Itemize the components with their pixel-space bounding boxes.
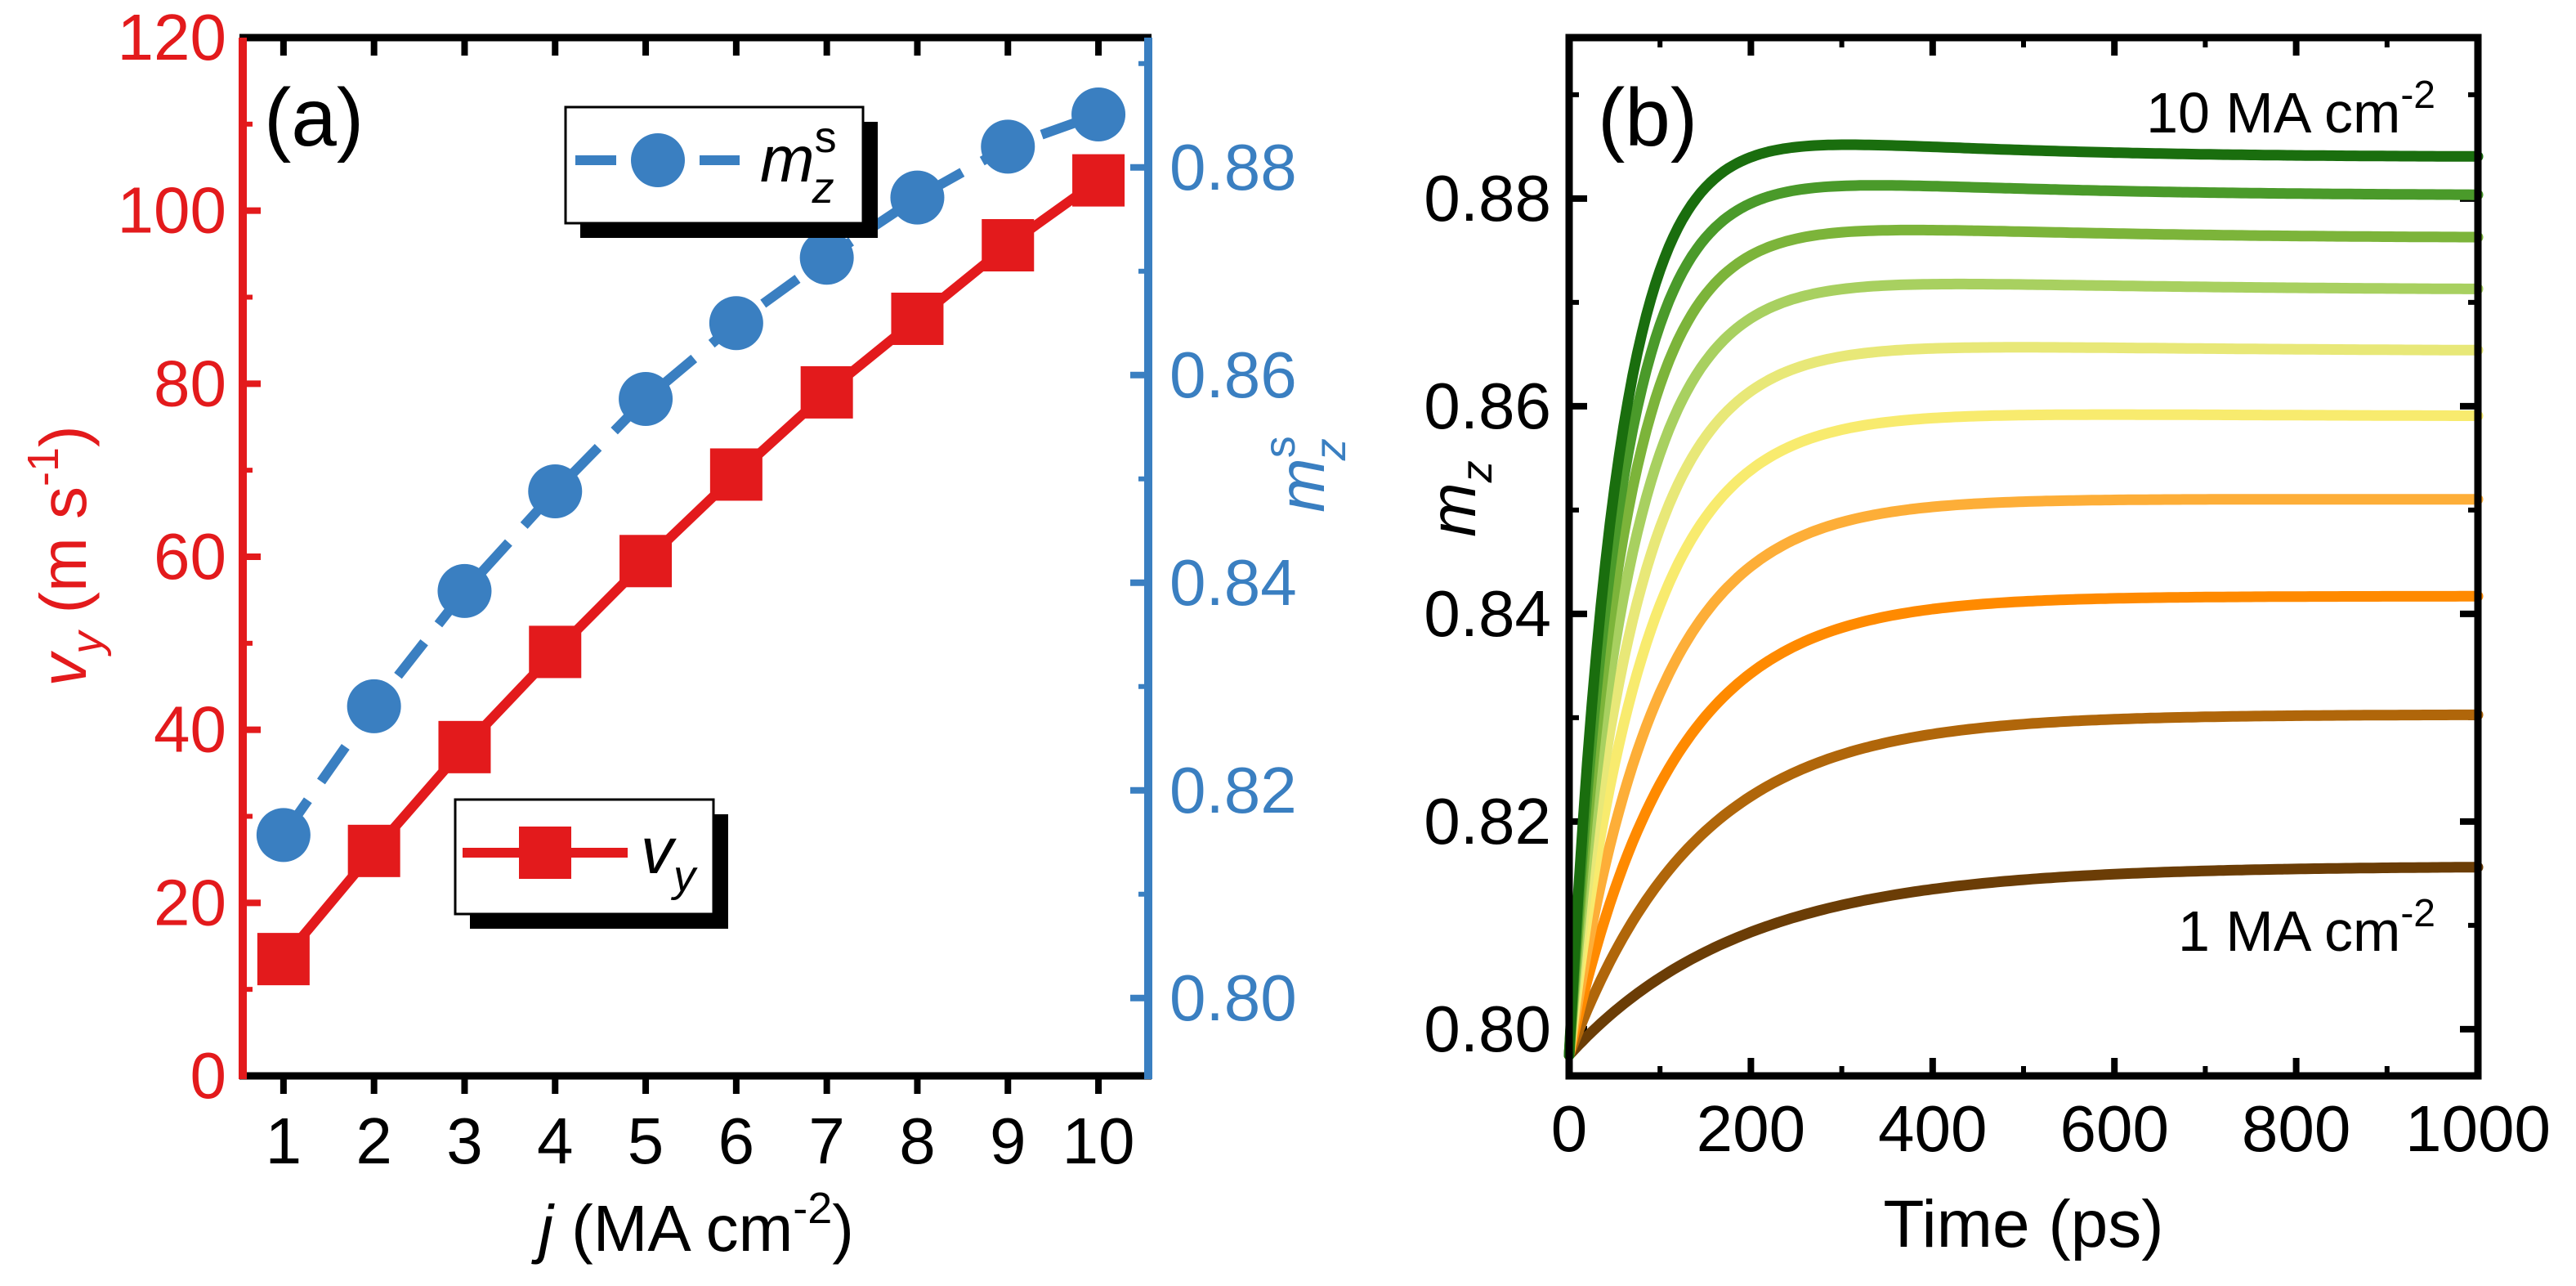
b-x-tick-label: 800 <box>2242 1092 2350 1165</box>
b-x-tick-label: 0 <box>1551 1092 1588 1165</box>
a-vy-series <box>257 154 1125 986</box>
a-vy-point <box>257 933 310 986</box>
b-y-tick-label: 0.84 <box>1424 577 1551 650</box>
b-x-axis-ticks: 0 200 400 600 800 1000 <box>1551 38 2551 1165</box>
b-y-axis-ticks: 0.80 0.82 0.84 0.86 0.88 <box>1424 92 2478 1065</box>
b-y-tick-label: 0.88 <box>1424 162 1551 235</box>
a-vy-point <box>347 824 400 877</box>
a-legend-mz-label: ms z <box>760 113 837 213</box>
b-annotation-bottom: 1 MA cm-2 <box>2178 892 2435 963</box>
a-left-axis-title: vy (m s-1) <box>19 425 112 686</box>
b-y-tick-label: 0.80 <box>1424 993 1551 1065</box>
a-x-tick-label: 5 <box>628 1105 664 1177</box>
a-vy-point <box>1072 154 1125 207</box>
b-curve-series <box>1563 494 2484 1061</box>
a-vy-point <box>891 292 944 345</box>
a-mz-point <box>981 119 1035 174</box>
a-left-tick-label: 0 <box>190 1039 227 1112</box>
b-x-tick-label: 1000 <box>2405 1092 2551 1165</box>
a-vy-point <box>438 720 491 773</box>
a-x-tick-label: 10 <box>1062 1105 1135 1177</box>
a-vy-point <box>529 625 582 679</box>
a-mz-point <box>799 231 854 285</box>
b-x-tick-label: 600 <box>2059 1092 2168 1165</box>
a-x-tick-label: 7 <box>808 1105 845 1177</box>
a-mz-point <box>528 464 583 518</box>
a-right-tick-label: 0.86 <box>1169 338 1297 411</box>
b-curves <box>1563 139 2484 1061</box>
a-mz-point <box>437 563 492 618</box>
a-x-axis-title: j (MA cm-2) <box>531 1184 854 1265</box>
a-left-axis-ticks: 0 20 40 60 80 100 120 <box>118 1 261 1112</box>
a-mz-line <box>279 110 1101 838</box>
a-left-tick-label: 20 <box>154 866 226 939</box>
b-curve-series <box>1563 278 2484 1061</box>
b-curve-series <box>1563 709 2484 1061</box>
a-left-tick-label: 40 <box>154 693 226 766</box>
b-curve-series <box>1563 409 2484 1061</box>
a-vy-point <box>982 219 1035 271</box>
a-x-tick-label: 9 <box>990 1105 1026 1177</box>
a-panel-label: (a) <box>264 72 364 164</box>
a-mz-point <box>619 371 673 426</box>
a-right-tick-label: 0.80 <box>1169 961 1297 1034</box>
a-x-tick-label: 8 <box>899 1105 936 1177</box>
a-x-tick-label: 4 <box>537 1105 574 1177</box>
a-legend-mz: ms z <box>564 105 878 238</box>
b-x-tick-label: 400 <box>1878 1092 1987 1165</box>
a-x-tick-label: 3 <box>446 1105 483 1177</box>
a-legend-vy-label: vy <box>641 814 698 901</box>
b-x-axis-title: Time (ps) <box>1883 1187 2163 1261</box>
a-left-tick-label: 60 <box>154 520 226 593</box>
a-mz-point <box>347 679 401 733</box>
b-y-tick-label: 0.82 <box>1424 785 1551 858</box>
a-vy-point <box>800 365 853 419</box>
b-frame <box>1565 34 2482 1080</box>
b-x-tick-label: 200 <box>1697 1092 1805 1165</box>
a-legend-mz-marker <box>631 133 685 187</box>
b-curve-series <box>1563 224 2484 1061</box>
a-legend-vy-marker <box>519 827 571 879</box>
a-x-tick-label: 1 <box>266 1105 302 1177</box>
b-panel-label: (b) <box>1598 72 1697 164</box>
a-right-tick-label: 0.88 <box>1169 131 1297 204</box>
b-y-tick-label: 0.86 <box>1424 370 1551 442</box>
b-y-axis-title: mz <box>1416 460 1501 537</box>
a-mz-point <box>709 296 763 351</box>
a-right-tick-label: 0.82 <box>1169 754 1297 827</box>
a-left-tick-label: 80 <box>154 347 226 419</box>
b-curve-series <box>1563 590 2484 1061</box>
a-right-tick-label: 0.84 <box>1169 546 1297 619</box>
a-vy-line <box>280 176 1102 962</box>
a-right-axis-title: msz <box>1255 436 1355 513</box>
a-right-axis-ticks: 0.80 0.82 0.84 0.86 0.88 <box>1130 60 1297 1034</box>
a-mz-point <box>1071 87 1126 141</box>
a-mz-series <box>256 87 1126 863</box>
b-curve-series <box>1563 342 2484 1061</box>
b-curve-series <box>1563 862 2484 1061</box>
panel-b: 0.80 0.82 0.84 0.86 0.88 0 200 400 600 800 1000 (… <box>1416 34 2551 1261</box>
a-left-tick-label: 100 <box>118 174 226 247</box>
a-mz-point <box>890 170 945 225</box>
b-annotation-top: 10 MA cm-2 <box>2146 74 2435 145</box>
b-curve-series <box>1563 139 2484 1061</box>
a-vy-point <box>619 535 673 588</box>
a-x-tick-label: 6 <box>718 1105 755 1177</box>
a-legend-vy: vy <box>454 798 728 929</box>
a-left-tick-label: 120 <box>118 1 226 74</box>
a-x-tick-label: 2 <box>356 1105 392 1177</box>
b-curve-series <box>1563 180 2484 1061</box>
a-vy-point <box>709 448 763 501</box>
a-mz-point <box>256 808 311 863</box>
